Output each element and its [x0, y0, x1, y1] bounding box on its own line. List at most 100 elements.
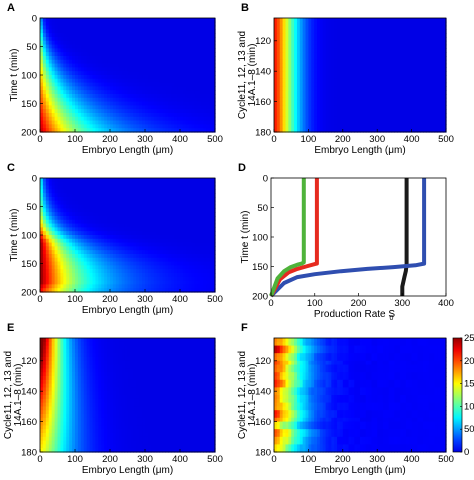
- heat-cell: [42, 227, 47, 232]
- heat-cell: [95, 254, 99, 259]
- heat-cell: [194, 56, 199, 61]
- heat-cell: [319, 48, 324, 53]
- heat-cell: [136, 124, 140, 129]
- heat-cell: [420, 18, 424, 23]
- heat-cell: [57, 185, 62, 190]
- heat-cell: [305, 40, 309, 46]
- heat-cell: [60, 105, 64, 110]
- heat-cell: [66, 82, 70, 87]
- heat-cell: [136, 82, 140, 87]
- heat-cell: [200, 189, 204, 194]
- heat-cell: [325, 90, 330, 95]
- heat-cell: [206, 254, 210, 259]
- heat-cell: [92, 90, 97, 95]
- heat-cell: [57, 97, 62, 103]
- heat-cell: [382, 105, 387, 110]
- heat-cell: [101, 94, 105, 99]
- heat-cell: [60, 208, 64, 213]
- heat-cell: [63, 246, 67, 251]
- heat-cell: [42, 128, 47, 133]
- heat-cell: [75, 109, 79, 114]
- heat-cell: [394, 21, 398, 27]
- heat-cell: [133, 48, 137, 53]
- heat-cell: [194, 97, 199, 103]
- heat-cell: [104, 242, 108, 247]
- heat-cell: [194, 223, 199, 228]
- heat-cell: [331, 67, 335, 72]
- heat-cell: [136, 78, 140, 84]
- heat-cell: [405, 52, 410, 57]
- heat-cell: [168, 189, 172, 194]
- heat-cell: [437, 33, 441, 38]
- heat-cell: [200, 101, 204, 106]
- heat-cell: [362, 56, 367, 61]
- heat-cell: [334, 56, 338, 61]
- heat-cell: [194, 105, 199, 110]
- heat-cell: [48, 86, 53, 91]
- heat-cell: [325, 105, 330, 110]
- heat-cell: [150, 223, 155, 228]
- heat-cell: [66, 56, 70, 61]
- heat-cell: [425, 90, 430, 95]
- heat-cell: [147, 90, 152, 95]
- heat-cell: [317, 97, 321, 103]
- heat-cell: [95, 189, 99, 194]
- heat-cell: [291, 105, 295, 110]
- heat-cell: [368, 37, 373, 42]
- heat-cell: [394, 82, 398, 87]
- heat-cell: [69, 257, 73, 263]
- heat-cell: [437, 101, 441, 106]
- heat-cell: [174, 235, 178, 240]
- heat-cell: [177, 231, 181, 236]
- heat-cell: [345, 94, 350, 99]
- heat-cell: [405, 33, 410, 38]
- heat-cell: [282, 101, 287, 106]
- heat-cell: [282, 116, 287, 122]
- heat-cell: [156, 235, 161, 240]
- heat-cell: [60, 113, 64, 118]
- heat-cell: [365, 109, 370, 114]
- heat-cell: [156, 197, 161, 202]
- heat-cell: [177, 29, 181, 34]
- heat-cell: [63, 116, 67, 122]
- heat-cell: [142, 120, 146, 125]
- heat-cell: [162, 63, 167, 68]
- heat-cell: [54, 235, 59, 240]
- heat-cell: [42, 120, 47, 125]
- heat-cell: [357, 101, 361, 106]
- heat-cell: [185, 86, 190, 91]
- heat-cell: [206, 178, 210, 183]
- heat-cell: [185, 40, 190, 46]
- heat-cell: [156, 242, 161, 247]
- heat-cell: [282, 94, 287, 99]
- heat-cell: [115, 204, 120, 209]
- heat-cell: [48, 208, 53, 213]
- heat-cell: [203, 242, 207, 247]
- heat-cell: [194, 181, 199, 187]
- heat-cell: [147, 33, 152, 38]
- heat-cell: [299, 113, 304, 118]
- heat-cell: [40, 75, 44, 80]
- heat-cell: [203, 181, 207, 187]
- heat-cell: [89, 82, 94, 87]
- heat-cell: [200, 193, 204, 198]
- heat-cell: [428, 105, 433, 110]
- heat-cell: [69, 189, 73, 194]
- heat-cell: [63, 181, 67, 187]
- heat-cell: [121, 29, 126, 34]
- heat-cell: [294, 82, 298, 87]
- heat-cell: [382, 86, 387, 91]
- heat-cell: [80, 242, 85, 247]
- heat-cell: [354, 101, 358, 106]
- heat-cell: [86, 101, 91, 106]
- heat-cell: [317, 101, 321, 106]
- heat-cell: [171, 86, 175, 91]
- heat-cell: [150, 128, 155, 133]
- heat-cell: [185, 181, 190, 187]
- heat-cell: [177, 101, 181, 106]
- heat-cell: [279, 37, 284, 42]
- heat-cell: [69, 216, 73, 221]
- heat-cell: [365, 78, 370, 84]
- heat-cell: [42, 261, 47, 266]
- heat-cell: [388, 78, 393, 84]
